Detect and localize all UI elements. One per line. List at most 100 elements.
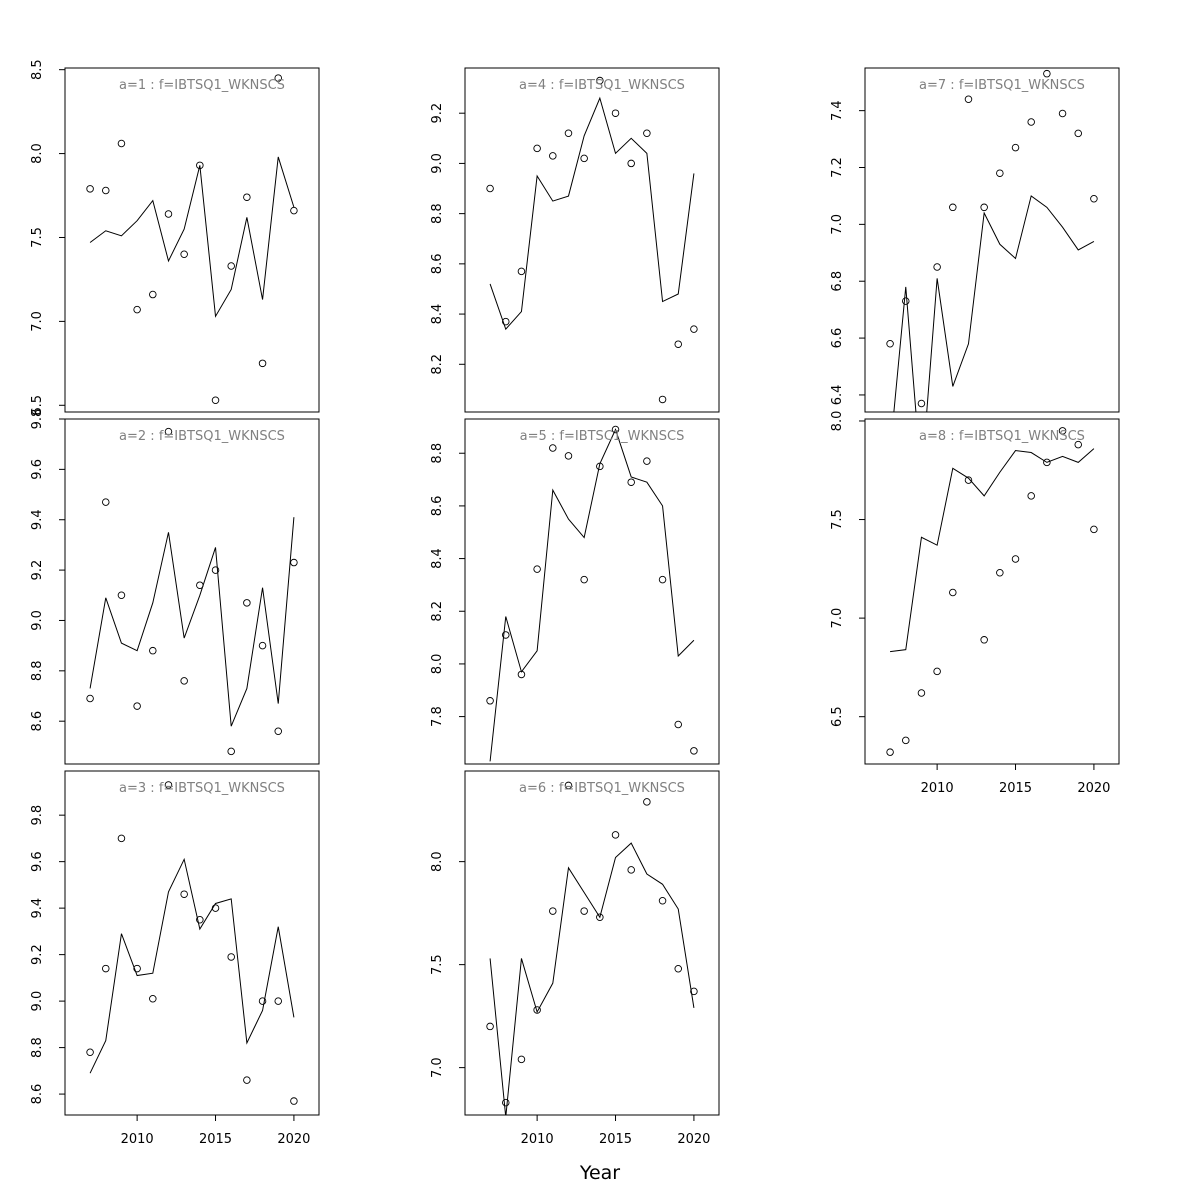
observed-point: [502, 1098, 510, 1107]
x-tick-label: 2010: [521, 1132, 554, 1147]
observed-point: [533, 144, 541, 153]
y-tick-label: 9.0: [30, 610, 45, 631]
observed-point: [1011, 555, 1020, 563]
panel-title: a=1 : f=IBTSQ1_WKNSCS: [119, 78, 285, 93]
observed-point: [964, 476, 973, 484]
observed-point: [258, 641, 267, 650]
fitted-line: [893, 195, 1095, 412]
y-tick-label: 7.5: [830, 509, 845, 530]
observed-point: [274, 997, 282, 1005]
observed-point: [996, 169, 1004, 177]
panel-title: a=2 : f=IBTSQ1_WKNSCS: [119, 429, 285, 444]
observed-point: [533, 1006, 541, 1014]
y-tick-label: 6.8: [830, 271, 845, 292]
x-tick-label: 2015: [599, 1132, 632, 1147]
observed-point: [502, 631, 510, 639]
observed-point: [643, 129, 651, 138]
panel-title: a=8 : f=IBTSQ1_WKNSCS: [919, 429, 1085, 444]
observed-point: [980, 203, 988, 212]
observed-point: [133, 702, 141, 710]
panel-frame: [64, 770, 320, 1116]
y-tick-label: 8.8: [430, 443, 445, 464]
y-tick-label: 7.0: [830, 608, 845, 629]
observed-point: [486, 697, 494, 705]
observed-point: [549, 152, 557, 160]
observed-point: [180, 890, 188, 898]
y-tick-label: 7.0: [830, 214, 845, 235]
observed-point: [1043, 458, 1051, 467]
panel-6: a=6 : f=IBTSQ1_WKNSCS 7.0 7.5 8.0 2010 2015 20…: [430, 770, 720, 1147]
y-tick-label: 9.0: [30, 991, 45, 1012]
x-tick-label: 2020: [677, 1132, 710, 1147]
observed-point: [549, 907, 557, 915]
observed-point: [227, 747, 235, 756]
observed-point: [902, 297, 910, 305]
observed-point: [502, 317, 510, 326]
y-tick-label: 9.2: [30, 560, 45, 581]
plot-area: [486, 781, 698, 1115]
panel-title: a=3 : f=IBTSQ1_WKNSCS: [119, 781, 285, 796]
panel-2: a=2 : f=IBTSQ1_WKNSCS 8.6 8.8 9.0 9.2 9.4 9.6 9…: [30, 409, 320, 765]
observed-point: [611, 831, 620, 839]
y-tick-label: 8.4: [430, 548, 445, 569]
observed-point: [658, 897, 667, 905]
observed-point: [886, 748, 894, 756]
panel-frame: [464, 418, 720, 765]
observed-point: [274, 74, 282, 82]
observed-point: [86, 185, 94, 193]
observed-point: [627, 478, 635, 486]
y-tick-label: 8.2: [430, 354, 445, 375]
observed-point: [290, 206, 298, 215]
observed-point: [1027, 492, 1035, 500]
observed-point: [258, 359, 267, 368]
panel-frame: [464, 67, 720, 413]
fitted-line: [489, 842, 695, 1115]
observed-point: [674, 340, 682, 348]
x-axis-label: Year: [579, 1162, 620, 1184]
plot-area: [486, 76, 698, 404]
y-tick-label: 8.4: [430, 304, 445, 325]
observed-point: [1090, 195, 1098, 203]
y-tick-label: 8.0: [830, 411, 845, 432]
fitted-line: [489, 96, 695, 331]
x-tick-label: 2015: [199, 1132, 232, 1147]
plot-area: [86, 74, 298, 405]
y-tick-label: 9.8: [30, 805, 45, 826]
observed-point: [580, 907, 588, 915]
observed-point: [564, 781, 573, 790]
observed-point: [243, 599, 251, 607]
observed-point: [1074, 440, 1082, 449]
fitted-line: [89, 156, 295, 318]
y-tick-label: 9.4: [30, 509, 45, 530]
y-tick-label: 6.6: [830, 328, 845, 349]
observed-point: [149, 290, 157, 299]
x-tick-label: 2020: [1077, 781, 1110, 796]
y-tick-label: 7.5: [30, 227, 45, 248]
observed-point: [658, 395, 667, 404]
observed-point: [164, 781, 173, 789]
observed-point: [596, 913, 604, 922]
plot-area: [86, 427, 298, 756]
plot-area: [886, 69, 1098, 412]
y-tick-label: 7.8: [430, 706, 445, 727]
panel-frame: [464, 770, 720, 1116]
observed-point: [886, 340, 894, 348]
observed-point: [643, 798, 651, 806]
panel-frame: [64, 418, 320, 765]
panel-frame: [864, 418, 1120, 765]
x-tick-label: 2015: [999, 781, 1032, 796]
observed-point: [274, 727, 282, 736]
y-tick-label: 6.4: [830, 385, 845, 406]
observed-point: [902, 736, 910, 745]
observed-point: [486, 184, 494, 193]
panel-title: a=7 : f=IBTSQ1_WKNSCS: [919, 78, 1085, 93]
observed-point: [549, 444, 557, 452]
observed-point: [611, 109, 620, 117]
x-tick-label: 2020: [277, 1132, 310, 1147]
panel-1: a=1 : f=IBTSQ1_WKNSCS 6.5 7.0 7.5 8.0 8.5: [30, 59, 320, 416]
y-tick-label: 9.6: [30, 459, 45, 480]
observed-point: [258, 997, 267, 1005]
panel-frame: [864, 67, 1120, 413]
y-tick-label: 8.0: [430, 851, 445, 872]
observed-point: [133, 305, 141, 314]
